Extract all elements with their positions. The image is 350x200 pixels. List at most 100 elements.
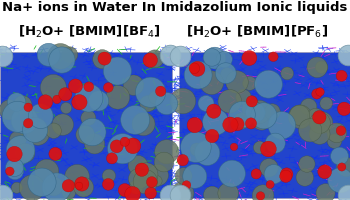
Bar bbox=[0, 52, 172, 198]
Point bbox=[341, 107, 347, 110]
Point bbox=[83, 133, 88, 136]
Point bbox=[323, 102, 329, 105]
Point bbox=[229, 172, 235, 175]
Point bbox=[50, 86, 56, 89]
Point bbox=[59, 58, 65, 62]
Point bbox=[334, 131, 340, 134]
Point bbox=[15, 138, 21, 141]
Point bbox=[29, 186, 35, 189]
Point bbox=[66, 191, 72, 194]
Point bbox=[158, 90, 163, 93]
Point bbox=[338, 129, 344, 132]
Point bbox=[266, 83, 271, 86]
Point bbox=[67, 53, 72, 56]
Point bbox=[12, 152, 17, 156]
Point bbox=[231, 145, 237, 149]
Point bbox=[239, 119, 244, 123]
Point bbox=[147, 59, 153, 62]
Point bbox=[322, 170, 328, 173]
Point bbox=[153, 96, 158, 99]
Point bbox=[74, 175, 80, 178]
Point bbox=[181, 174, 187, 178]
Point bbox=[105, 183, 111, 186]
Point bbox=[192, 175, 197, 178]
Point bbox=[115, 96, 121, 99]
Point bbox=[273, 142, 278, 145]
Point bbox=[266, 166, 272, 169]
Point bbox=[167, 193, 173, 197]
Point bbox=[92, 142, 97, 145]
Point bbox=[167, 53, 173, 57]
Point bbox=[253, 111, 258, 114]
Point bbox=[63, 93, 68, 96]
Point bbox=[63, 106, 69, 110]
Point bbox=[164, 102, 169, 105]
Point bbox=[0, 193, 5, 197]
Point bbox=[81, 186, 86, 189]
Point bbox=[15, 115, 20, 118]
Point bbox=[152, 57, 158, 60]
Point bbox=[60, 123, 65, 126]
Point bbox=[316, 116, 322, 119]
Point bbox=[247, 82, 253, 85]
Point bbox=[306, 105, 312, 108]
Point bbox=[222, 58, 227, 61]
Point bbox=[195, 67, 200, 70]
Point bbox=[102, 57, 107, 60]
Point bbox=[177, 193, 183, 197]
Point bbox=[234, 122, 240, 126]
Point bbox=[302, 176, 308, 179]
Point bbox=[249, 100, 255, 103]
Point bbox=[253, 172, 259, 175]
Point bbox=[284, 173, 289, 176]
Point bbox=[209, 56, 215, 59]
Point bbox=[343, 165, 349, 168]
Point bbox=[22, 151, 28, 155]
Point bbox=[154, 179, 159, 183]
Point bbox=[130, 144, 136, 147]
Point bbox=[142, 180, 148, 183]
Point bbox=[209, 193, 215, 196]
Point bbox=[51, 185, 57, 188]
Point bbox=[58, 55, 63, 58]
Point bbox=[345, 53, 350, 57]
Point bbox=[144, 173, 149, 176]
Point bbox=[148, 191, 154, 195]
Point bbox=[122, 188, 128, 192]
Point bbox=[77, 101, 82, 104]
Point bbox=[223, 72, 229, 75]
Point bbox=[211, 110, 217, 113]
Point bbox=[203, 102, 209, 105]
Point bbox=[79, 182, 85, 186]
Text: [H$_2$O+ [BMIM][BF$_4$]: [H$_2$O+ [BMIM][BF$_4$] bbox=[18, 24, 160, 40]
Point bbox=[155, 174, 160, 177]
Point bbox=[323, 192, 328, 195]
Point bbox=[285, 72, 290, 75]
Point bbox=[12, 170, 18, 173]
Point bbox=[52, 152, 58, 155]
Point bbox=[32, 128, 38, 132]
Point bbox=[317, 121, 323, 124]
Point bbox=[209, 81, 215, 84]
Point bbox=[297, 115, 303, 118]
Point bbox=[227, 100, 233, 103]
Point bbox=[248, 122, 254, 125]
Point bbox=[313, 115, 319, 118]
Point bbox=[317, 132, 322, 136]
Point bbox=[195, 73, 201, 77]
Point bbox=[120, 147, 125, 150]
Point bbox=[319, 66, 324, 69]
Point bbox=[194, 148, 199, 151]
Point bbox=[122, 140, 128, 143]
Point bbox=[271, 173, 277, 176]
Point bbox=[184, 183, 189, 187]
Point bbox=[279, 124, 285, 127]
Point bbox=[106, 174, 112, 177]
Point bbox=[249, 108, 254, 111]
Point bbox=[96, 99, 101, 103]
Point bbox=[114, 145, 119, 148]
Point bbox=[180, 159, 186, 162]
Point bbox=[18, 148, 23, 152]
Text: Na+ ions in Water In Imidazolium Ionic liquids: Na+ ions in Water In Imidazolium Ionic l… bbox=[2, 1, 348, 14]
Point bbox=[12, 166, 18, 169]
